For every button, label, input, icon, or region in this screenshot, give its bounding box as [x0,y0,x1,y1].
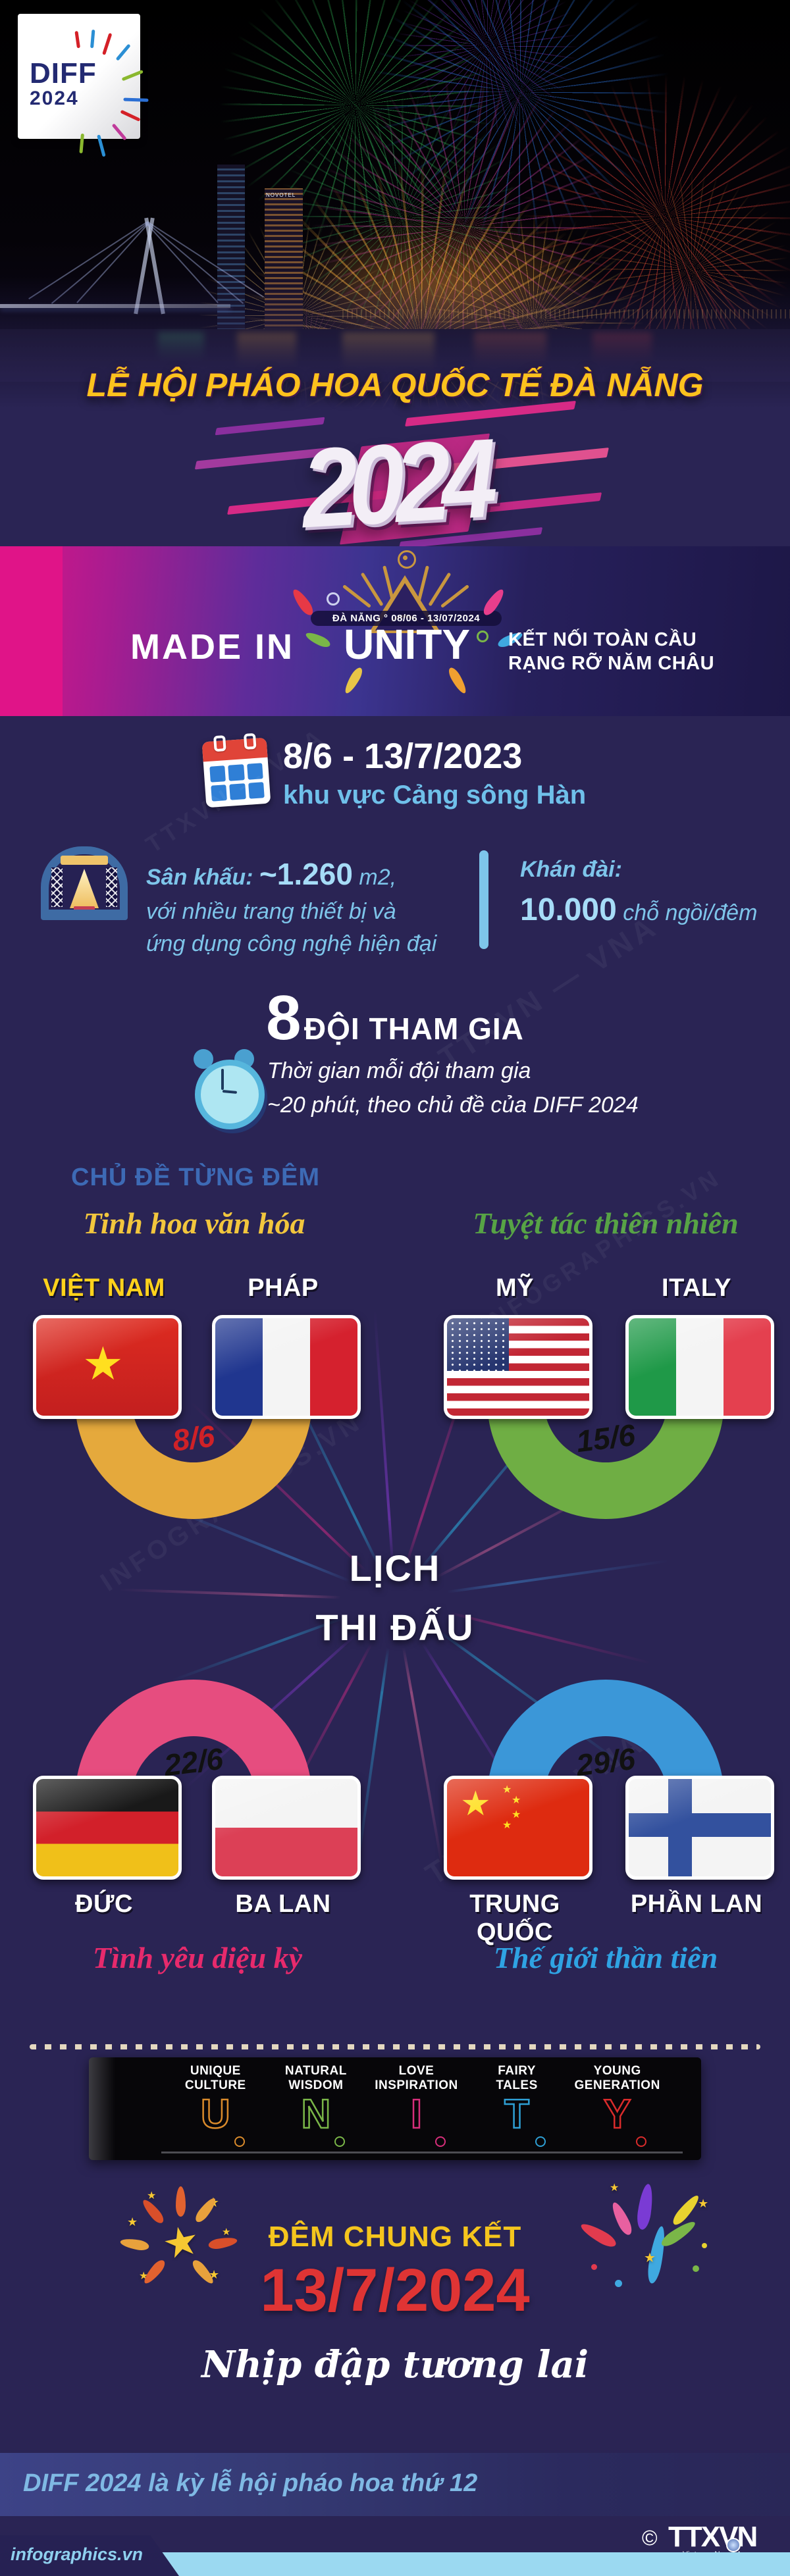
unity-glyph: Y [603,2091,632,2137]
unity-label: WISDOM [288,2078,344,2092]
unity-label: FAIRY [498,2064,536,2078]
participants-count: 8 [266,983,302,1053]
theme-night-4: Thế giới thần tiên [493,1941,718,1974]
stand-unit: chỗ ngồi/đêm [623,900,758,925]
flag-germany [33,1776,182,1880]
participants-heading: 8 ĐỘI THAM GIA [0,982,790,1054]
stats-divider [479,850,488,949]
unity-label: INSPIRATION [375,2078,458,2092]
unity-label: NATURAL [284,2064,347,2078]
stand-label: Khán đài: [520,857,622,882]
team-poland-label: BA LAN [235,1890,331,1918]
hotel-sign: NOVOTEL [266,192,296,198]
unity-label: GENERATION [574,2078,660,2092]
themes-heading: CHỦ ĐỀ TỪNG ĐÊM [71,1164,320,1191]
credit-site: infographics.vn [11,2544,144,2564]
stage-stats: Sân khấu: ~1.260 m2, với nhiều trang thi… [146,853,475,960]
team-finland-label: PHẦN LAN [630,1890,763,1918]
participants-label: ĐỘI THAM GIA [303,1012,524,1046]
watermark: INFOGRAPHICS.VN [475,1163,726,1339]
flag-vietnam: ★ [33,1315,182,1419]
unity-letter-n: NATURAL WISDOM N [269,2064,364,2156]
flag-usa [444,1315,592,1419]
team-italy-label: ITALY [662,1274,731,1302]
footer-note-band [0,2453,790,2516]
banner-tagline-2: RẠNG RỠ NĂM CHÂU [508,653,715,674]
stage-desc-1: với nhiều trang thiết bị và [146,899,396,925]
diff-logo-text: DIFF [30,57,97,90]
banner-left-block [0,546,63,716]
team-usa-label: MỸ [496,1274,534,1302]
fireworks-clipart-left: ★ ★ ★ ★ ★ ★ ★ [119,2186,240,2297]
theme-night-1: Tinh hoa văn hóa [83,1206,305,1240]
flag-poland [212,1776,361,1880]
fireworks-clipart-right: ★ ★ ★ [573,2182,724,2325]
unity-label: CULTURE [184,2078,246,2092]
unity-glyph: T [504,2091,530,2137]
final-night-heading: ĐÊM CHUNG KẾT [268,2221,522,2253]
unity-letter-t: FAIRY TALES T [469,2064,565,2156]
schedule-title-line1: LỊCH [349,1547,441,1589]
flag-italy [625,1315,774,1419]
flag-china: ★ ★ ★ ★ ★ [444,1776,592,1880]
page-title: LỄ HỘI PHÁO HOA QUỐC TẾ ĐÀ NẴNG [86,367,704,403]
agency-name: TTXVN [668,2521,758,2553]
diff-2024-logo: DIFF 2024 [18,14,149,157]
event-dates: 8/6 - 13/7/2023 [283,736,523,776]
flag-france [212,1315,361,1419]
infographics-credit: infographics.vn [0,2535,179,2576]
made-in-text: MADE IN [130,627,294,667]
event-venue: khu vực Cảng sông Hàn [283,781,587,810]
banner-tagline-1: KẾT NỐI TOÀN CẦU [508,629,697,650]
unity-meaning-box: UNIQUE CULTURE U NATURAL WISDOM N LOVE I… [89,2057,701,2160]
stage-unit: m2, [359,865,397,890]
banner-location-dates: ĐÀ NẴNG ° 08/06 - 13/07/2024 [311,611,502,626]
stand-stats: Khán đài: 10.000 chỗ ngồi/đêm [520,853,783,934]
dotted-separator [30,2044,760,2049]
globe-icon [726,2538,741,2552]
unity-glyph: N [300,2091,331,2137]
stage-icon [41,846,128,920]
theme-night-2: Tuyệt tác thiên nhiên [473,1206,739,1240]
time-per-team-line2: ~20 phút, theo chủ đề của DIFF 2024 [267,1093,639,1118]
theme-night-3: Tình yêu diệu kỳ [92,1941,303,1974]
unity-label: UNIQUE [190,2064,241,2078]
unity-letter-i: LOVE INSPIRATION I [369,2064,464,2156]
team-france-label: PHÁP [248,1274,319,1302]
stage-label: Sân khấu: [146,865,253,890]
made-in-unity-banner: MADE IN ĐÀ NẴNG ° 08/06 - 13/07/2024 UNI… [0,546,790,716]
stage-desc-2: ứng dụng công nghệ hiện đại [146,931,437,956]
team-germany-label: ĐỨC [75,1890,133,1918]
stand-value: 10.000 [520,892,617,927]
unity-label: YOUNG [593,2064,641,2078]
alarm-clock-icon [192,1049,265,1129]
diff-logo-year: 2024 [30,88,79,109]
date-night-1: 8/6 [171,1418,217,1458]
footer-note: DIFF 2024 là kỳ lễ hội pháo hoa thứ 12 [23,2469,478,2497]
unity-wordmark: UNITY [344,621,470,668]
team-china-label: TRUNG QUỐC [469,1890,560,1946]
stage-value: ~1.260 [259,857,353,891]
final-night-date: 13/7/2024 [260,2257,530,2324]
hero-photo: NOVOTEL [0,0,790,434]
date-night-2: 15/6 [574,1417,637,1459]
copyright-icon: © [642,2526,658,2550]
unity-label: TALES [496,2078,538,2092]
unity-glyph: I [410,2091,423,2137]
flag-finland [625,1776,774,1880]
unity-label: LOVE [398,2064,434,2078]
time-per-team-line1: Thời gian mỗi đội tham gia [267,1058,531,1083]
team-vietnam-label: VIỆT NAM [43,1274,165,1302]
schedule-title-line2: THI ĐẤU [315,1607,475,1648]
final-night-theme: Nhịp đập tương lai [201,2343,589,2386]
unity-letter-y: YOUNG GENERATION Y [569,2064,665,2156]
unity-glyph: U [200,2091,231,2137]
unity-letter-u: UNIQUE CULTURE U [168,2064,263,2156]
